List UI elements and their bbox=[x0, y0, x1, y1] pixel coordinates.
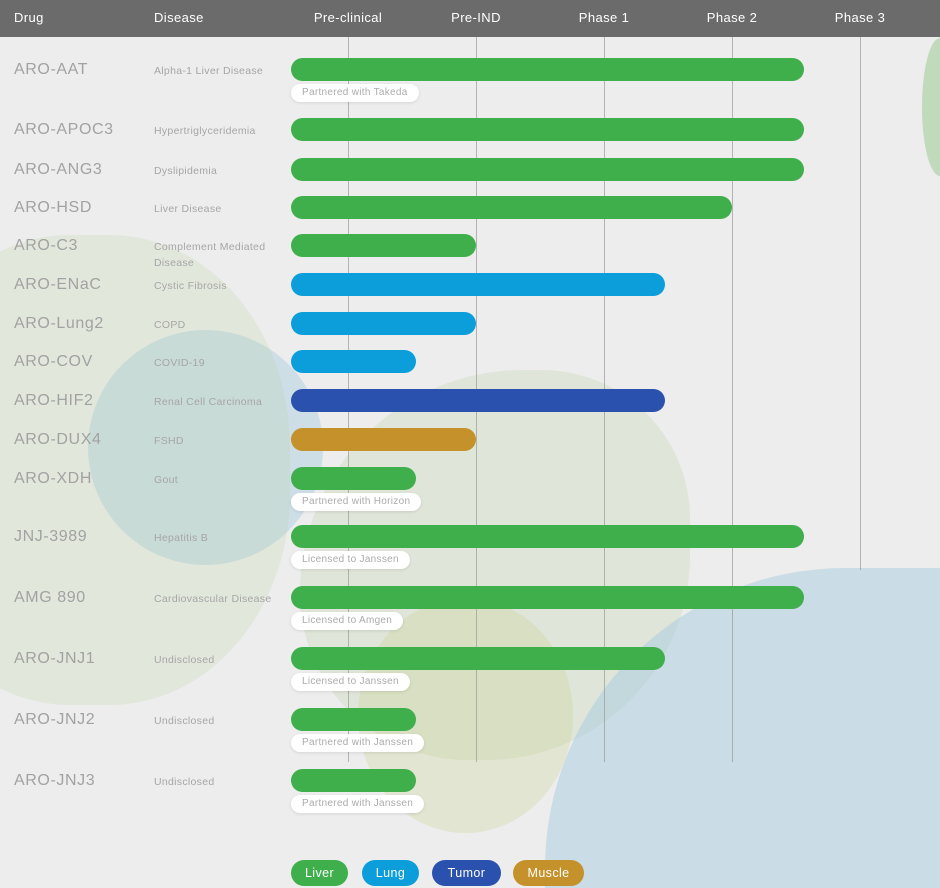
progress-bar-liver bbox=[291, 708, 416, 731]
disease-name: Undisclosed bbox=[154, 715, 215, 727]
partnership-note: Partnered with Horizon bbox=[291, 493, 422, 511]
drug-name: ARO-JNJ3 bbox=[14, 772, 96, 789]
partnership-note: Licensed to Amgen bbox=[291, 612, 404, 630]
disease-name: Hepatitis B bbox=[154, 532, 209, 544]
disease-name: Undisclosed bbox=[154, 654, 215, 666]
drug-name: ARO-C3 bbox=[14, 237, 79, 254]
drug-name: ARO-JNJ1 bbox=[14, 650, 96, 667]
partnership-note: Licensed to Janssen bbox=[291, 673, 410, 691]
legend-pill-muscle: Muscle bbox=[513, 860, 584, 886]
disease-name: Liver Disease bbox=[154, 203, 222, 215]
gridline-phase3 bbox=[860, 37, 861, 570]
legend-pill-liver: Liver bbox=[291, 860, 348, 886]
disease-name: Dyslipidemia bbox=[154, 165, 218, 177]
drug-name: ARO-Lung2 bbox=[14, 315, 104, 332]
drug-name: AMG 890 bbox=[14, 589, 86, 606]
disease-name: Hypertriglyceridemia bbox=[154, 125, 256, 137]
drug-name: ARO-HIF2 bbox=[14, 392, 94, 409]
disease-name: Cystic Fibrosis bbox=[154, 280, 227, 292]
drug-name: ARO-DUX4 bbox=[14, 431, 102, 448]
drug-name: ARO-XDH bbox=[14, 470, 92, 487]
drug-name: ARO-AAT bbox=[14, 61, 89, 78]
partnership-note: Partnered with Janssen bbox=[291, 734, 425, 752]
disease-name: Gout bbox=[154, 474, 178, 486]
progress-bar-lung bbox=[291, 273, 665, 296]
progress-bar-liver bbox=[291, 118, 804, 141]
drug-name: ARO-HSD bbox=[14, 199, 92, 216]
column-header-preind: Pre-IND bbox=[451, 10, 501, 25]
drug-name: ARO-ANG3 bbox=[14, 161, 103, 178]
progress-bar-liver bbox=[291, 647, 665, 670]
drug-name: ARO-APOC3 bbox=[14, 121, 114, 138]
background-blob-right-sliver bbox=[922, 38, 940, 176]
progress-bar-tumor bbox=[291, 389, 665, 412]
disease-name: Cardiovascular Disease bbox=[154, 593, 272, 605]
progress-bar-liver bbox=[291, 769, 416, 792]
progress-bar-liver bbox=[291, 586, 804, 609]
partnership-note: Partnered with Janssen bbox=[291, 795, 425, 813]
progress-bar-liver bbox=[291, 196, 732, 219]
progress-bar-liver bbox=[291, 58, 804, 81]
partnership-note: Licensed to Janssen bbox=[291, 551, 410, 569]
column-header-drug: Drug bbox=[14, 10, 44, 25]
drug-name: ARO-ENaC bbox=[14, 276, 102, 293]
disease-name: Undisclosed bbox=[154, 776, 215, 788]
gridline-phase2 bbox=[732, 37, 733, 762]
disease-name: FSHD bbox=[154, 435, 184, 447]
progress-bar-lung bbox=[291, 312, 476, 335]
progress-bar-lung bbox=[291, 350, 416, 373]
legend-pill-tumor: Tumor bbox=[432, 860, 501, 886]
drug-name: ARO-JNJ2 bbox=[14, 711, 96, 728]
progress-bar-muscle bbox=[291, 428, 476, 451]
column-header-preclinical: Pre-clinical bbox=[313, 10, 383, 25]
column-header-phase2: Phase 2 bbox=[706, 10, 758, 25]
disease-name: COPD bbox=[154, 319, 186, 331]
drug-name: ARO-COV bbox=[14, 353, 93, 370]
disease-name: COVID-19 bbox=[154, 357, 205, 369]
column-header-phase1: Phase 1 bbox=[578, 10, 630, 25]
progress-bar-liver bbox=[291, 158, 804, 181]
legend-pill-lung: Lung bbox=[362, 860, 419, 886]
column-header-disease: Disease bbox=[154, 10, 204, 25]
progress-bar-liver bbox=[291, 467, 416, 490]
progress-bar-liver bbox=[291, 525, 804, 548]
disease-name: Renal Cell Carcinoma bbox=[154, 396, 263, 408]
partnership-note: Partnered with Takeda bbox=[291, 84, 419, 102]
disease-name: Complement Mediated Disease bbox=[154, 241, 266, 269]
drug-name: JNJ-3989 bbox=[14, 528, 88, 545]
column-header-phase3: Phase 3 bbox=[834, 10, 886, 25]
progress-bar-liver bbox=[291, 234, 476, 257]
disease-name: Alpha-1 Liver Disease bbox=[154, 65, 264, 77]
table-header: Drug Disease Pre-clinical Pre-IND Phase … bbox=[0, 0, 940, 37]
